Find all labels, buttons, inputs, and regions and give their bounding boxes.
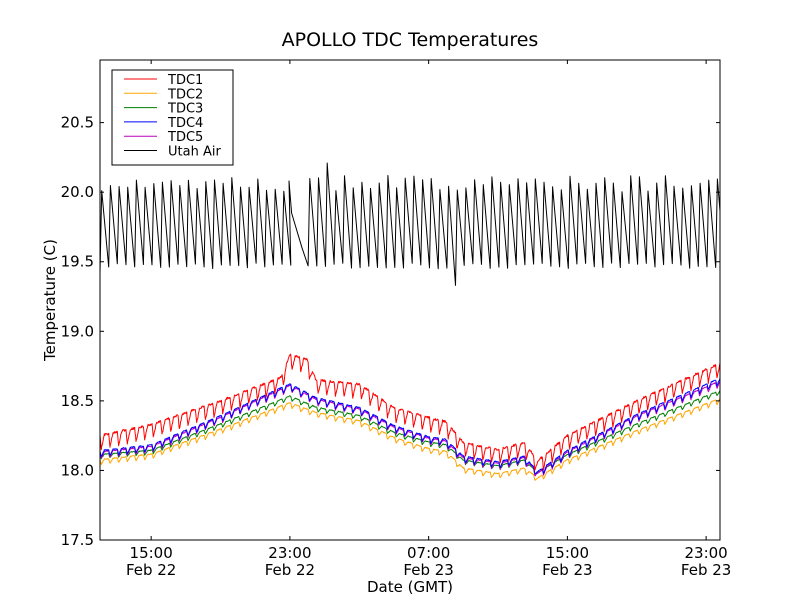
y-axis-label: Temperature (C) xyxy=(41,239,59,362)
x-tick-label-date: Feb 22 xyxy=(126,561,176,579)
y-tick-label: 19.5 xyxy=(61,253,94,271)
y-tick-label: 18.0 xyxy=(61,461,94,479)
x-tick-label-time: 15:00 xyxy=(546,544,589,562)
series-line-tdc5 xyxy=(100,380,720,477)
series-layer xyxy=(100,162,720,481)
x-tick-label-date: Feb 22 xyxy=(265,561,315,579)
x-tick-label-time: 23:00 xyxy=(268,544,311,562)
legend-label: TDC1 xyxy=(167,73,203,88)
y-axis: 17.5 18.0 18.5 19.0 19.5 20.0 20.5 xyxy=(61,114,720,549)
x-tick-label-date: Feb 23 xyxy=(403,561,453,579)
series-line-tdc1 xyxy=(100,353,720,471)
plot-frame xyxy=(99,59,721,541)
y-tick-label: 20.0 xyxy=(61,183,94,201)
series-line-tdc3 xyxy=(100,390,720,475)
legend-label: Utah Air xyxy=(168,145,221,160)
x-tick-label-time: 23:00 xyxy=(685,544,728,562)
legend-label: TDC5 xyxy=(167,130,203,145)
series-line-utah-air xyxy=(100,162,720,286)
x-axis-label: Date (GMT) xyxy=(367,578,453,596)
y-tick-label: 20.5 xyxy=(61,114,94,132)
series-line-tdc4 xyxy=(100,377,720,475)
x-tick-label-time: 07:00 xyxy=(407,544,450,562)
x-tick-label-date: Feb 23 xyxy=(542,561,592,579)
chart-title: APOLLO TDC Temperatures xyxy=(282,29,539,51)
y-tick-label: 18.5 xyxy=(61,392,94,410)
legend-label: TDC3 xyxy=(167,102,203,117)
legend-label: TDC2 xyxy=(167,87,203,102)
y-tick-label: 19.0 xyxy=(61,322,94,340)
legend-label: TDC4 xyxy=(167,116,203,131)
x-tick-label-time: 15:00 xyxy=(130,544,173,562)
y-tick-label: 17.5 xyxy=(61,531,94,549)
legend-box xyxy=(111,69,234,166)
series-line-tdc2 xyxy=(100,397,720,481)
x-tick-label-date: Feb 23 xyxy=(681,561,731,579)
